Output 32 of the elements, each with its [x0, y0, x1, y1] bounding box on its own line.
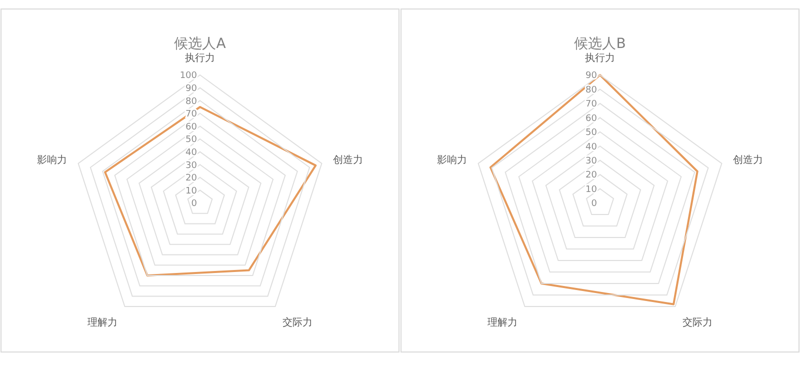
y-tick-label: 90 — [186, 84, 198, 94]
spoke-label: 影响力 — [436, 154, 467, 166]
y-tick-label: 0 — [591, 199, 598, 210]
chart-title: 候选人A — [174, 36, 226, 52]
spoke-label: 执行力 — [185, 52, 215, 64]
spoke-label: 理解力 — [88, 316, 118, 328]
spoke-label: 执行力 — [585, 52, 615, 64]
y-tick-label: 10 — [586, 184, 598, 195]
y-tick-label: 50 — [586, 128, 598, 138]
y-tick-label: 20 — [186, 174, 198, 184]
y-tick-label: 20 — [586, 170, 598, 181]
y-tick-label: 30 — [586, 156, 598, 166]
spoke-label: 影响力 — [36, 154, 67, 166]
chart-title: 候选人B — [574, 36, 626, 52]
y-tick-label: 30 — [186, 160, 198, 171]
y-tick-label: 40 — [586, 142, 598, 152]
spoke-label: 交际力 — [282, 316, 312, 328]
y-tick-label: 80 — [586, 85, 598, 96]
spoke-label: 理解力 — [488, 316, 518, 328]
spoke-label: 交际力 — [682, 316, 712, 328]
y-tick-label: 60 — [586, 114, 598, 124]
y-tick-label: 90 — [586, 71, 598, 82]
y-tick-label: 60 — [186, 122, 198, 132]
y-tick-label: 10 — [186, 186, 198, 196]
spoke-label: 创造力 — [333, 154, 364, 166]
y-tick-label: 40 — [186, 148, 198, 158]
y-tick-label: 100 — [180, 71, 198, 82]
spoke-label: 创造力 — [733, 154, 764, 166]
y-tick-label: 70 — [586, 100, 598, 110]
y-tick-label: 80 — [186, 96, 198, 107]
y-tick-label: 0 — [191, 199, 198, 210]
y-tick-label: 50 — [186, 135, 198, 146]
